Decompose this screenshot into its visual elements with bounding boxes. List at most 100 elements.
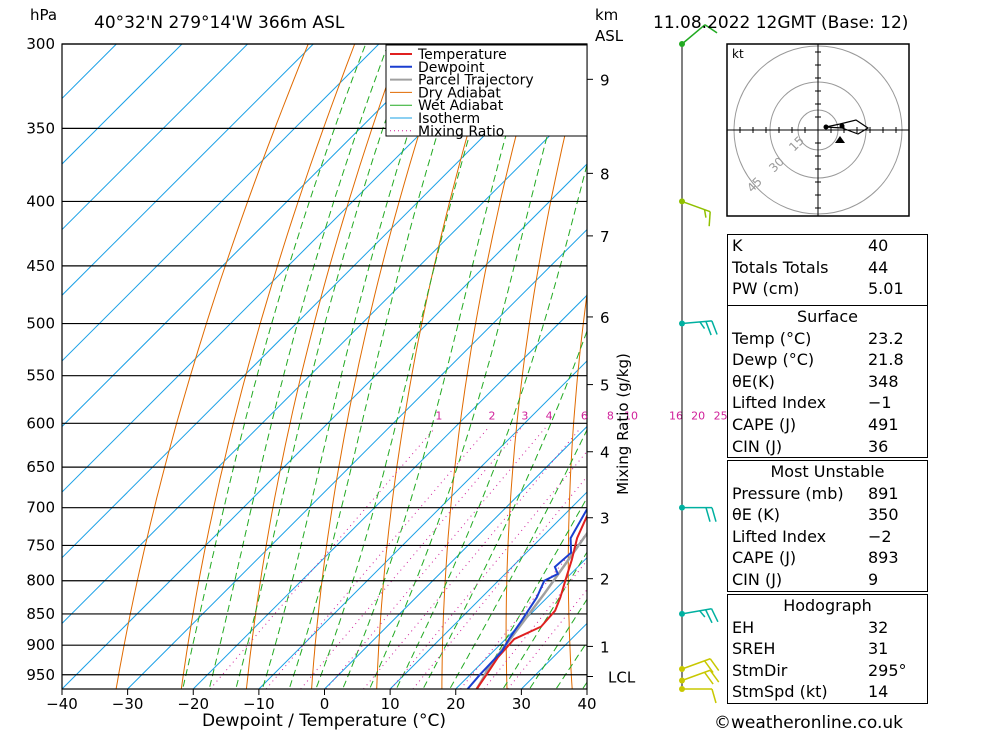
wet-adiabat-line (182, 44, 367, 689)
dry-adiabat-line (115, 44, 309, 689)
index-label: StmDir (732, 660, 788, 680)
general-indices-box: K 40 Totals Totals 44 PW (cm) 5.01 (727, 234, 928, 306)
index-row: Pressure (mb) 891 (728, 483, 927, 505)
mixing-ratio-line (265, 427, 489, 689)
index-value: 21.8 (868, 350, 904, 370)
index-row: CAPE (J) 491 (728, 414, 927, 436)
km-tick-label: 7 (600, 228, 610, 246)
isotherm-line (62, 44, 380, 362)
pressure-tick-label: 300 (26, 35, 55, 53)
dry-adiabat-line (245, 44, 402, 689)
mixing-ratio-label: 4 (546, 409, 553, 422)
x-tick-label: 0 (320, 695, 330, 713)
x-tick-label: −20 (177, 695, 209, 713)
index-row: SREH 31 (728, 638, 927, 660)
dry-adiabat-line (955, 44, 1000, 689)
wind-barb-feather (709, 658, 720, 671)
mixing-ratio-label: 10 (624, 409, 638, 422)
most-unstable-box: Most Unstable Pressure (mb) 891 θE (K) 350 L… (727, 460, 928, 592)
x-tick-label: 20 (446, 695, 465, 713)
wind-barb (681, 200, 711, 227)
mixing-ratio-line (363, 427, 581, 689)
km-tick-label: 4 (600, 444, 610, 462)
mixing-ratio-label: 3 (521, 409, 528, 422)
index-row: CAPE (J) 893 (728, 547, 927, 569)
dewpoint-line (466, 507, 587, 689)
index-value: 14 (868, 682, 889, 702)
index-label: K (732, 236, 743, 255)
surface-title: Surface (797, 307, 858, 326)
pressure-tick-label: 450 (26, 257, 55, 275)
wind-barb (681, 658, 720, 674)
isotherm-line (62, 44, 445, 428)
isotherm-line (62, 44, 248, 231)
isotherm-line (258, 360, 587, 689)
index-row: Dewp (°C) 21.8 (728, 349, 927, 371)
isotherm-line (62, 97, 587, 625)
wet-adiabat-line (395, 162, 587, 689)
plot-frame (61, 43, 588, 690)
pressure-tick-label: 600 (26, 414, 55, 432)
isotherm-line (62, 44, 577, 559)
index-row: EH 32 (728, 617, 927, 639)
km-tick-label: LCL (608, 669, 636, 687)
pressure-tick-label: 650 (26, 458, 55, 476)
index-label: PW (cm) (732, 279, 800, 299)
wind-barb-staff (681, 658, 711, 670)
wind-barb-feather (703, 671, 714, 685)
wind-barb-feather (704, 609, 713, 624)
isotherm-line (62, 44, 183, 165)
wet-adiabat-line (315, 44, 498, 689)
wind-barb-feather (704, 24, 718, 34)
mixing-ratio-line (507, 588, 587, 689)
index-row: Totals Totals 44 (728, 257, 927, 279)
mixing-ratio-label: 2 (489, 409, 496, 422)
index-row: StmSpd (kt) 14 (728, 681, 927, 703)
index-row: θE(K) 348 (728, 371, 927, 393)
dry-adiabat-line (687, 44, 727, 689)
index-label: StmSpd (kt) (732, 682, 828, 702)
legend-entry: Wet Adiabat (418, 98, 504, 114)
km-tick-label: 6 (600, 309, 610, 327)
wet-adiabat-line (475, 496, 587, 689)
wind-barb-staff (681, 24, 706, 45)
index-value: 31 (868, 639, 889, 659)
isotherm-line (62, 44, 117, 100)
wind-barb (681, 669, 720, 685)
wet-adiabat-line (288, 44, 467, 689)
wind-barb-feather (711, 320, 718, 335)
wind-barb-feather (709, 669, 720, 683)
km-tick-label: 8 (600, 165, 610, 183)
wind-barb-feather (705, 321, 712, 336)
hodograph-point (839, 123, 845, 129)
index-value: 9 (868, 569, 879, 589)
temperature-line (475, 514, 587, 689)
wind-barb (681, 607, 719, 624)
legend-entry: Dewpoint (418, 60, 485, 76)
dry-adiabat-line (311, 44, 449, 689)
km-tick-label: 3 (600, 510, 610, 528)
wet-adiabat-line (342, 44, 533, 689)
isotherm-line (455, 557, 587, 689)
pressure-tick-label: 850 (26, 605, 55, 623)
x-tick-label: −30 (112, 695, 144, 713)
legend-entry: Mixing Ratio (418, 124, 504, 140)
isotherm-line (192, 294, 587, 689)
wind-barb-staff (681, 607, 712, 615)
wind-barb-staff (681, 200, 711, 213)
km-tick-label: 1 (600, 638, 610, 656)
pressure-tick-label: 400 (26, 192, 55, 210)
pressure-tick-label: 700 (26, 499, 55, 517)
hodograph-title: Hodograph (783, 596, 872, 615)
wind-barb-feather (710, 608, 719, 623)
mixing-ratio-line (460, 531, 587, 689)
wet-adiabat-line (261, 44, 439, 689)
index-row: CIN (J) 9 (728, 569, 927, 591)
index-label: CIN (J) (732, 436, 783, 456)
dry-adiabat-line (180, 44, 356, 689)
index-row: Lifted Index −1 (728, 392, 927, 414)
wind-barb-feather (699, 610, 706, 618)
index-value: −2 (868, 526, 892, 546)
